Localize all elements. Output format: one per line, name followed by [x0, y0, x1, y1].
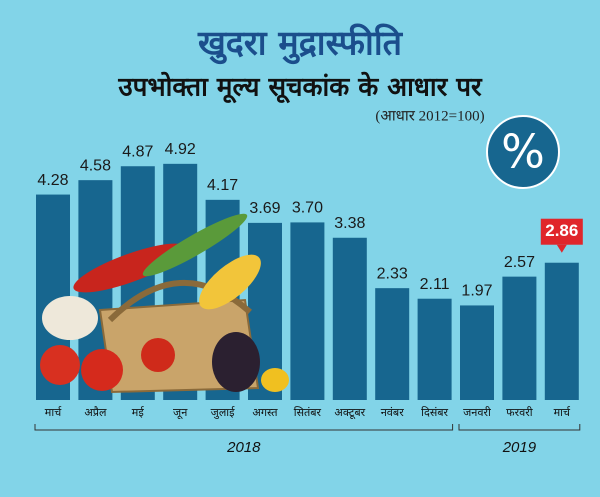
eggplant	[212, 332, 260, 392]
group-bracket	[458, 424, 581, 431]
tomato	[141, 338, 175, 372]
highlight-pointer	[556, 244, 567, 253]
x-tick-label: मई	[132, 406, 145, 419]
x-tick-label: अप्रैल	[84, 406, 107, 419]
chart-note: (आधार 2012=100)	[375, 108, 484, 124]
value-label: 4.92	[165, 141, 196, 158]
cauliflower	[42, 296, 98, 340]
tomato	[40, 345, 80, 385]
bell-pepper	[261, 368, 289, 392]
value-label: 2.33	[377, 265, 408, 282]
x-tick-label: जून	[173, 406, 188, 420]
x-tick-label: मार्च	[554, 406, 571, 419]
onion-greens	[142, 213, 248, 277]
value-label: 4.17	[207, 177, 238, 194]
value-label: 1.97	[461, 283, 492, 300]
x-tick-label: मार्च	[45, 406, 62, 419]
corn	[199, 254, 261, 310]
x-tick-label: जुलाई	[211, 406, 236, 419]
value-label: 2.57	[504, 254, 535, 271]
x-tick-label: जनवरी	[463, 406, 491, 419]
x-tick-label: नवंबर	[381, 406, 405, 419]
value-label: 3.38	[334, 215, 365, 232]
group-label: 2018	[226, 439, 261, 456]
pepper	[73, 243, 187, 293]
chart-subtitle: उपभोक्ता मूल्य सूचकांक के आधार पर	[117, 72, 483, 104]
x-tick-label: सितंबर	[294, 406, 322, 419]
value-label: 4.87	[122, 143, 153, 160]
value-label: 3.70	[292, 200, 323, 217]
bar	[290, 222, 325, 400]
bar	[502, 276, 537, 400]
x-tick-label: फरवरी	[506, 406, 533, 419]
highlight-box	[540, 218, 583, 245]
bar	[460, 305, 494, 400]
group-bracket	[34, 424, 454, 431]
percent-symbol: %	[501, 125, 545, 179]
value-label: 4.58	[80, 157, 111, 174]
x-tick-label: अक्टूबर	[334, 406, 365, 420]
value-label: 3.69	[249, 200, 280, 217]
x-tick-label: अगस्त	[252, 406, 278, 419]
tomato	[81, 349, 123, 391]
value-label: 2.11	[420, 276, 450, 293]
bar	[417, 298, 452, 400]
value-label: 2.86	[545, 221, 578, 240]
chart-title: खुदरा मुद्रास्फीति	[197, 23, 404, 65]
bar	[332, 237, 367, 400]
bar	[375, 288, 410, 400]
bar	[544, 262, 579, 400]
percent-badge	[486, 115, 560, 189]
x-tick-label: दिसंबर	[421, 406, 448, 419]
vegetables	[40, 213, 289, 394]
value-label: 4.28	[37, 172, 68, 189]
group-label: 2019	[502, 439, 537, 456]
